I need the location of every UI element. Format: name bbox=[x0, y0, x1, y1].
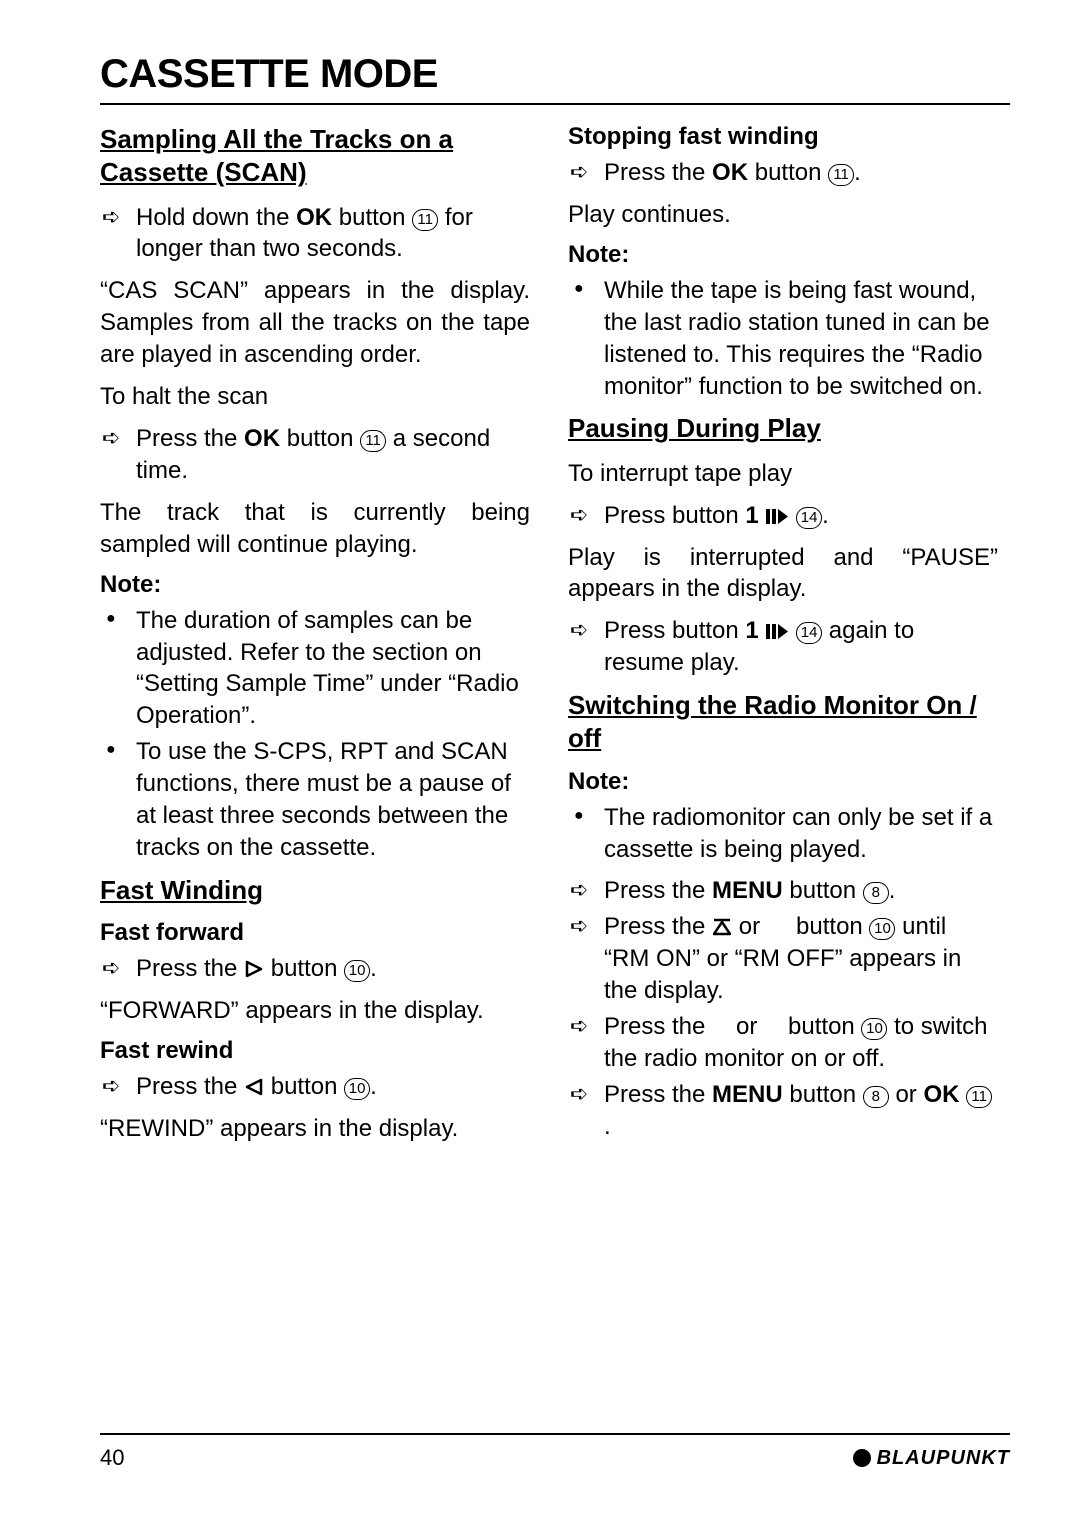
paragraph: To halt the scan bbox=[100, 381, 530, 413]
up-bar-icon bbox=[713, 918, 731, 936]
step-text: Press the button 10. bbox=[136, 953, 530, 985]
ref-10: 10 bbox=[344, 1078, 370, 1100]
ref-8: 8 bbox=[863, 882, 889, 904]
page-footer: 40 BLAUPUNKT bbox=[100, 1433, 1010, 1471]
step-text: Press the MENU button 8. bbox=[604, 875, 998, 907]
note-item: While the tape is being fast wound, the … bbox=[604, 275, 998, 403]
left-column: Sampling All the Tracks on a Cassette (S… bbox=[100, 119, 530, 1155]
heading-scan: Sampling All the Tracks on a Cassette (S… bbox=[100, 123, 530, 190]
paragraph: To interrupt tape play bbox=[568, 458, 998, 490]
ref-11: 11 bbox=[412, 209, 438, 231]
paragraph: “CAS SCAN” appears in the display. Sampl… bbox=[100, 275, 530, 371]
page-number: 40 bbox=[100, 1445, 124, 1471]
heading-stop-winding: Stopping fast winding bbox=[568, 123, 998, 151]
brand-dot-icon bbox=[853, 1449, 871, 1467]
pause-play-icon bbox=[766, 508, 788, 525]
paragraph: Play is interrupted and “PAUSE” appears … bbox=[568, 542, 998, 606]
paragraph: The track that is currently being sample… bbox=[100, 497, 530, 561]
ref-14: 14 bbox=[796, 622, 822, 644]
pause-play-icon bbox=[766, 623, 788, 640]
ref-8: 8 bbox=[863, 1086, 889, 1108]
ref-14: 14 bbox=[796, 507, 822, 529]
heading-fast-forward: Fast forward bbox=[100, 919, 530, 947]
chapter-title: CASSETTE MODE bbox=[100, 52, 1010, 97]
note-label: Note: bbox=[568, 241, 998, 269]
ref-11: 11 bbox=[966, 1086, 992, 1108]
brand-text: BLAUPUNKT bbox=[877, 1447, 1010, 1470]
ref-10: 10 bbox=[344, 960, 370, 982]
rewind-icon bbox=[245, 1078, 263, 1096]
step-text: Press the or button 10 to switch the rad… bbox=[604, 1011, 998, 1075]
step-text: Press the button 10. bbox=[136, 1071, 530, 1103]
paragraph: Play continues. bbox=[568, 199, 998, 231]
right-column: Stopping fast winding Press the OK butto… bbox=[568, 119, 998, 1155]
step-text: Hold down the OK button 11 for longer th… bbox=[136, 202, 530, 266]
note-item: The duration of samples can be adjusted.… bbox=[136, 605, 530, 733]
paragraph: “REWIND” appears in the display. bbox=[100, 1113, 530, 1145]
ref-11: 11 bbox=[360, 430, 386, 452]
heading-radio-monitor: Switching the Radio Monitor On / off bbox=[568, 689, 998, 756]
step-text: Press the OK button 11 a second time. bbox=[136, 423, 530, 487]
ref-11: 11 bbox=[828, 164, 854, 186]
brand-logo: BLAUPUNKT bbox=[853, 1447, 1010, 1470]
ref-10: 10 bbox=[869, 918, 895, 940]
step-text: Press button 1 14 again to resume play. bbox=[604, 615, 998, 679]
step-text: Press the or button 10 until “RM ON” or … bbox=[604, 911, 998, 1007]
note-label: Note: bbox=[568, 768, 998, 796]
step-text: Press button 1 14. bbox=[604, 500, 998, 532]
step-text: Press the MENU button 8 or OK 11. bbox=[604, 1079, 998, 1143]
note-item: To use the S-CPS, RPT and SCAN functions… bbox=[136, 736, 530, 864]
ref-10: 10 bbox=[861, 1018, 887, 1040]
heading-fast-winding: Fast Winding bbox=[100, 874, 530, 907]
note-label: Note: bbox=[100, 571, 530, 599]
paragraph: “FORWARD” appears in the display. bbox=[100, 995, 530, 1027]
heading-fast-rewind: Fast rewind bbox=[100, 1037, 530, 1065]
note-item: The radiomonitor can only be set if a ca… bbox=[604, 802, 998, 866]
forward-icon bbox=[245, 960, 263, 978]
step-text: Press the OK button 11. bbox=[604, 157, 998, 189]
title-rule bbox=[100, 103, 1010, 105]
heading-pausing: Pausing During Play bbox=[568, 412, 998, 445]
